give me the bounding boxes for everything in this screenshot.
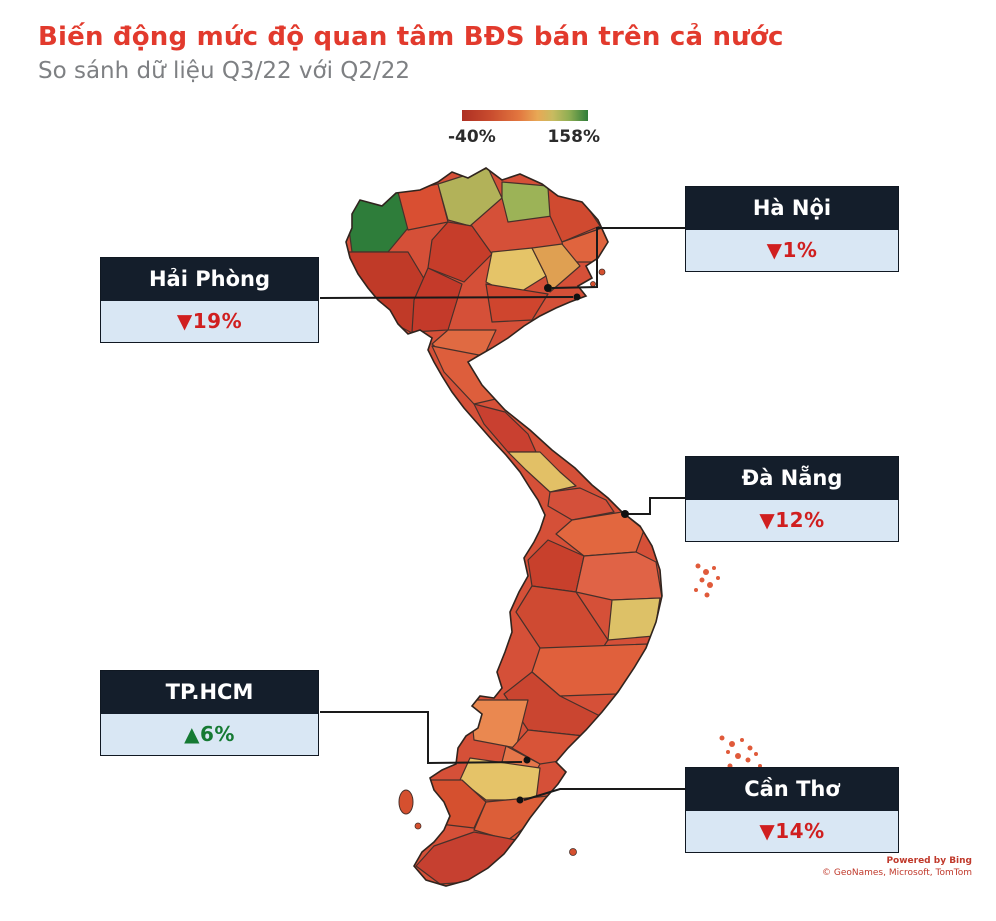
callout-city-name: Cần Thơ [686, 768, 898, 811]
callout-value: ▼19% [101, 301, 318, 342]
callout-connectors [319, 227, 685, 801]
legend-labels: -40% 158% [448, 127, 600, 147]
callout-danang: Đà Nẵng ▼12% [685, 456, 899, 542]
city-markers [516, 284, 629, 804]
callout-value: ▼12% [686, 500, 898, 541]
archipelago-dots [694, 563, 762, 775]
map-attribution: Powered by Bing © GeoNames, Microsoft, T… [822, 856, 972, 878]
callout-value: ▲6% [101, 714, 318, 755]
callout-tphcm: TP.HCM ▲6% [100, 670, 319, 756]
country-border [345, 167, 663, 887]
callout-city-name: Đà Nẵng [686, 457, 898, 500]
legend-gradient-bar [462, 110, 588, 121]
powered-by-text: Powered by Bing [886, 856, 972, 866]
callout-cantho: Cần Thơ ▼14% [685, 767, 899, 853]
legend-max-label: 158% [547, 127, 600, 147]
page-subtitle: So sánh dữ liệu Q3/22 với Q2/22 [38, 58, 411, 84]
callout-hanoi: Hà Nội ▼1% [685, 186, 899, 272]
callout-haiphong: Hải Phòng ▼19% [100, 257, 319, 343]
map-credits-text: © GeoNames, Microsoft, TomTom [821, 868, 972, 878]
callout-city-name: Hải Phòng [101, 258, 318, 301]
page-title: Biến động mức độ quan tâm BĐS bán trên c… [38, 22, 784, 52]
country-shape [346, 168, 662, 886]
callout-value: ▼1% [686, 230, 898, 271]
legend-min-label: -40% [448, 127, 496, 147]
callout-city-name: TP.HCM [101, 671, 318, 714]
callout-value: ▼14% [686, 811, 898, 852]
color-legend: -40% 158% [448, 110, 600, 147]
province-regions [346, 168, 662, 885]
islands [398, 268, 606, 856]
callout-city-name: Hà Nội [686, 187, 898, 230]
